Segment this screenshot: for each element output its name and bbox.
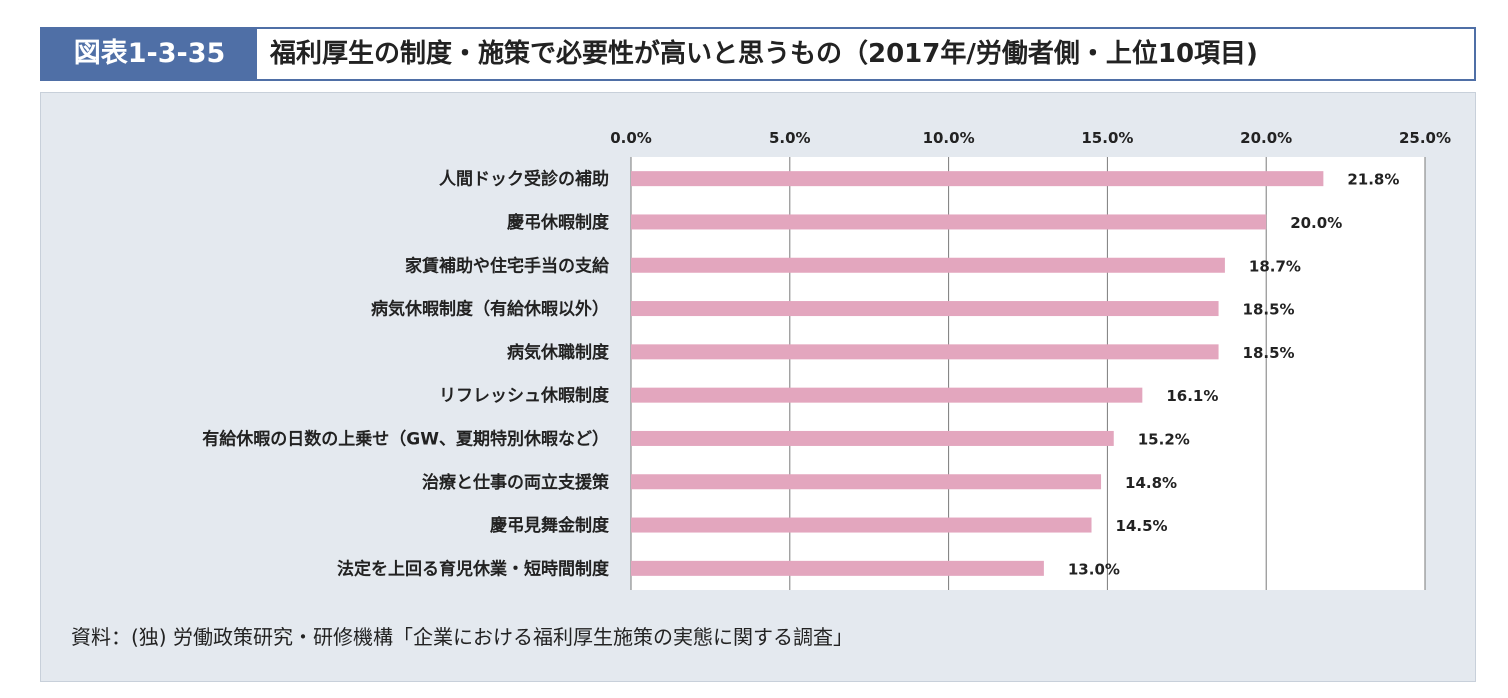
chart-title: 福利厚生の制度・施策で必要性が高いと思うもの（2017年/労働者側・上位10項目…: [270, 39, 1258, 69]
category-label: 人間ドック受診の補助: [439, 169, 609, 190]
bar: [631, 387, 1143, 403]
x-tick-label: 25.0%: [1399, 129, 1451, 147]
x-tick-label: 20.0%: [1240, 129, 1292, 147]
category-label: 有給休暇の日数の上乗せ（GW、夏期特別休暇など）: [202, 428, 609, 449]
category-label: 法定を上回る育児休業・短時間制度: [337, 558, 610, 579]
x-tick-label: 15.0%: [1081, 129, 1133, 147]
bar: [631, 430, 1114, 446]
figure-number: 図表1-3-35: [42, 29, 257, 79]
value-label: 15.2%: [1138, 430, 1190, 448]
category-label: 慶弔見舞金制度: [490, 515, 610, 536]
bar: [631, 474, 1102, 490]
bar-chart: 0.0% 5.0% 10.0% 15.0% 20.0% 25.0% 人間ドック受診の補助 21…: [202, 129, 1451, 590]
category-label: 慶弔休暇制度: [507, 212, 610, 233]
source-note: 資料：(独) 労働政策研究・研修機構「企業における福利厚生施策の実態に関する調査…: [71, 625, 853, 649]
category-label: 治療と仕事の両立支援策: [422, 472, 610, 493]
bar: [631, 171, 1324, 187]
bar: [631, 517, 1092, 533]
bar: [631, 257, 1225, 273]
value-label: 21.8%: [1347, 171, 1399, 189]
x-tick-label: 0.0%: [610, 129, 652, 147]
category-label: 家賃補助や住宅手当の支給: [405, 255, 610, 276]
x-tick-label: 5.0%: [769, 129, 811, 147]
x-tick-label: 10.0%: [923, 129, 975, 147]
value-label: 18.7%: [1249, 257, 1301, 275]
bar: [631, 214, 1267, 230]
bar: [631, 301, 1219, 317]
figure-header: 図表1-3-35 福利厚生の制度・施策で必要性が高いと思うもの（2017年/労働…: [40, 27, 1476, 81]
bar: [631, 344, 1219, 360]
value-label: 14.8%: [1125, 474, 1177, 492]
chart-panel: 0.0% 5.0% 10.0% 15.0% 20.0% 25.0% 人間ドック受診の補助 21…: [40, 92, 1476, 682]
category-label: リフレッシュ休暇制度: [439, 385, 610, 406]
value-label: 16.1%: [1166, 387, 1218, 405]
value-label: 18.5%: [1243, 344, 1295, 362]
category-label: 病気休暇制度（有給休暇以外）: [371, 299, 609, 320]
value-label: 20.0%: [1290, 214, 1342, 232]
value-label: 13.0%: [1068, 560, 1120, 578]
category-label: 病気休職制度: [507, 342, 610, 363]
value-label: 14.5%: [1116, 517, 1168, 535]
value-label: 18.5%: [1243, 301, 1295, 319]
bar: [631, 560, 1044, 576]
